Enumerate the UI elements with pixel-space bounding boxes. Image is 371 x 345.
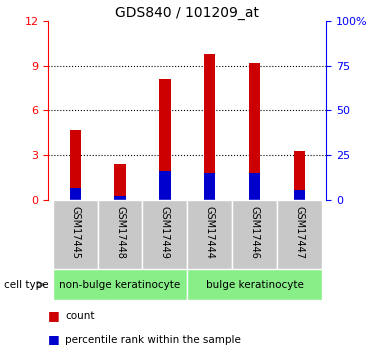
Text: GSM17444: GSM17444 [205,206,215,258]
Bar [53,200,98,269]
Bar [187,200,232,269]
Text: count: count [65,311,95,321]
Text: GSM17447: GSM17447 [295,206,305,259]
Bar [249,173,260,200]
Text: non-bulge keratinocyte: non-bulge keratinocyte [59,280,181,289]
Text: ■: ■ [48,333,60,345]
Bar [294,190,305,200]
Bar [98,200,142,269]
Bar [69,130,81,200]
Bar [232,200,277,269]
Text: ■: ■ [48,309,60,322]
Bar [159,79,171,200]
Bar [204,53,216,200]
Bar [114,196,126,200]
Bar [114,164,126,200]
Text: GSM17448: GSM17448 [115,206,125,258]
Text: GSM17446: GSM17446 [250,206,260,258]
Text: bulge keratinocyte: bulge keratinocyte [206,280,303,289]
Bar [142,200,187,269]
Bar [204,173,216,200]
Bar [249,62,260,200]
Bar [159,171,171,200]
Bar [277,200,322,269]
Text: GSM17449: GSM17449 [160,206,170,258]
Text: cell type: cell type [4,280,48,289]
Bar [53,269,187,300]
Title: GDS840 / 101209_at: GDS840 / 101209_at [115,6,259,20]
Text: percentile rank within the sample: percentile rank within the sample [65,335,241,345]
Bar [187,269,322,300]
Bar [294,151,305,200]
Bar [69,188,81,200]
Text: GSM17445: GSM17445 [70,206,80,259]
